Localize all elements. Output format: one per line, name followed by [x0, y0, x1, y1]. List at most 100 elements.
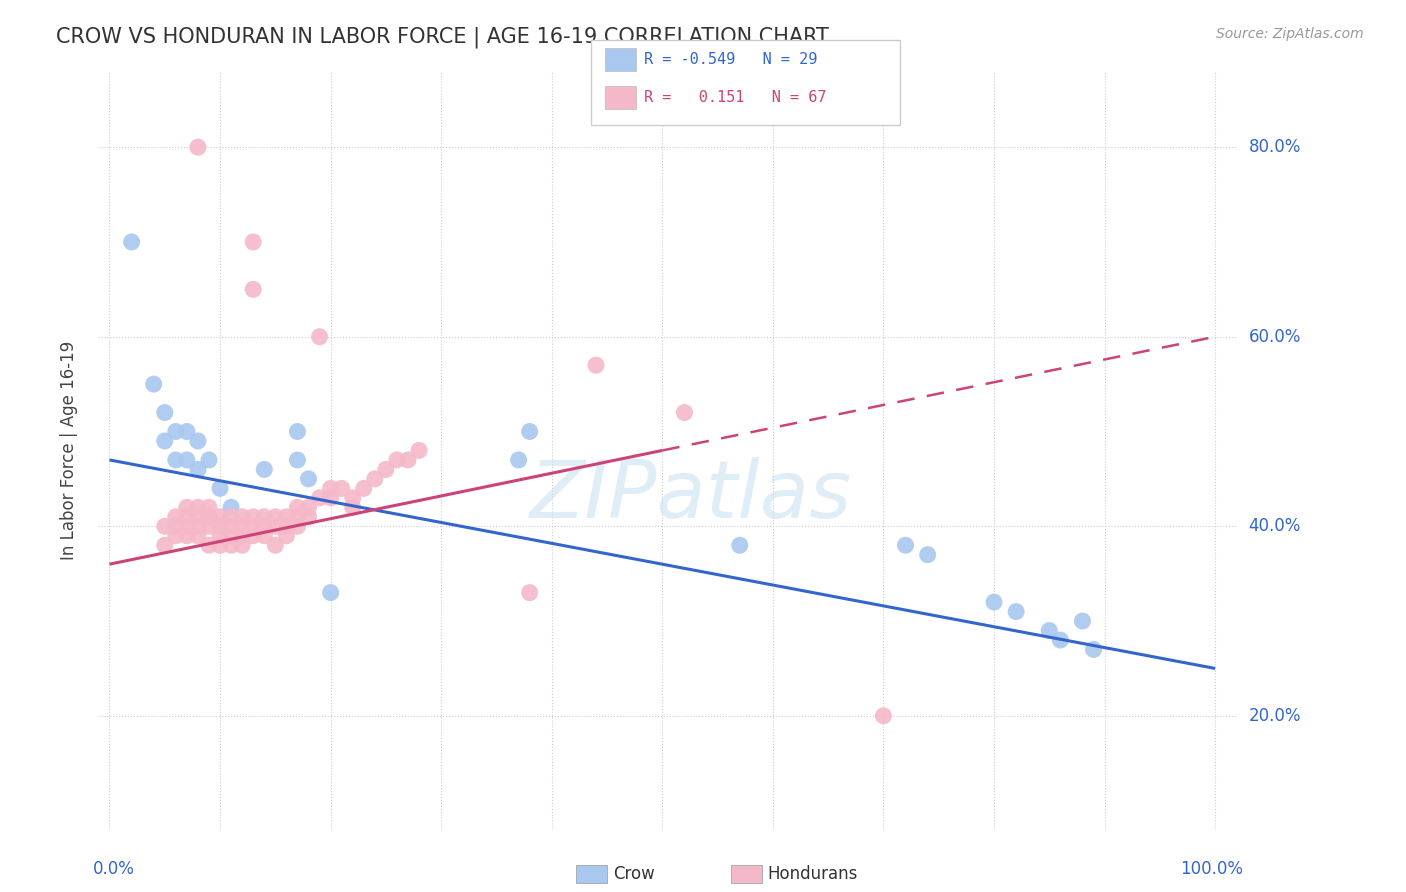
Point [219, 529, 242, 543]
Point [242, 282, 264, 296]
Point [242, 529, 264, 543]
Point [165, 453, 187, 467]
Point [153, 434, 176, 448]
Point [253, 519, 276, 533]
Point [519, 425, 541, 439]
Point [408, 443, 430, 458]
Point [198, 519, 221, 533]
Point [1071, 614, 1094, 628]
Text: 80.0%: 80.0% [1249, 138, 1301, 156]
Point [342, 491, 364, 505]
Point [198, 509, 221, 524]
Point [894, 538, 917, 552]
Point [319, 491, 342, 505]
Text: R =   0.151   N = 67: R = 0.151 N = 67 [644, 90, 827, 104]
Point [264, 519, 287, 533]
Point [297, 472, 319, 486]
Text: Source: ZipAtlas.com: Source: ZipAtlas.com [1216, 27, 1364, 41]
Point [287, 425, 309, 439]
Text: Crow: Crow [613, 865, 655, 883]
Point [396, 453, 419, 467]
Point [231, 529, 253, 543]
Point [242, 519, 264, 533]
Point [264, 509, 287, 524]
Point [198, 538, 221, 552]
Text: 0.0%: 0.0% [93, 860, 135, 878]
Text: R = -0.549   N = 29: R = -0.549 N = 29 [644, 53, 817, 67]
Point [585, 358, 607, 372]
Point [287, 509, 309, 524]
Point [308, 330, 330, 344]
Point [165, 529, 187, 543]
Point [165, 519, 187, 533]
Point [297, 500, 319, 515]
Point [308, 491, 330, 505]
Point [187, 462, 209, 476]
Point [330, 482, 353, 496]
Point [198, 453, 221, 467]
Point [1049, 633, 1071, 648]
Text: ZIPatlas: ZIPatlas [530, 457, 852, 535]
Point [187, 519, 209, 533]
Point [176, 500, 198, 515]
Point [519, 585, 541, 599]
Point [209, 519, 232, 533]
Point [209, 509, 232, 524]
Point [342, 500, 364, 515]
Point [209, 482, 232, 496]
Point [219, 538, 242, 552]
Point [219, 519, 242, 533]
Point [253, 509, 276, 524]
Point [176, 453, 198, 467]
Point [153, 538, 176, 552]
Point [872, 708, 894, 723]
Point [153, 519, 176, 533]
Text: 20.0%: 20.0% [1249, 706, 1301, 725]
Text: 40.0%: 40.0% [1249, 517, 1301, 535]
Point [187, 500, 209, 515]
Point [287, 453, 309, 467]
Y-axis label: In Labor Force | Age 16-19: In Labor Force | Age 16-19 [59, 341, 77, 560]
Point [264, 538, 287, 552]
Point [176, 425, 198, 439]
Point [297, 509, 319, 524]
Point [142, 377, 165, 392]
Point [287, 500, 309, 515]
Point [176, 529, 198, 543]
Point [728, 538, 751, 552]
Point [983, 595, 1005, 609]
Point [385, 453, 408, 467]
Point [187, 529, 209, 543]
Text: 100.0%: 100.0% [1180, 860, 1243, 878]
Point [242, 509, 264, 524]
Text: CROW VS HONDURAN IN LABOR FORCE | AGE 16-19 CORRELATION CHART: CROW VS HONDURAN IN LABOR FORCE | AGE 16… [56, 27, 830, 48]
Point [231, 519, 253, 533]
Point [319, 585, 342, 599]
Point [187, 509, 209, 524]
Point [353, 482, 375, 496]
Point [231, 538, 253, 552]
Text: Hondurans: Hondurans [768, 865, 858, 883]
Point [508, 453, 530, 467]
Point [219, 509, 242, 524]
Point [276, 509, 298, 524]
Point [673, 405, 696, 420]
Point [276, 529, 298, 543]
Point [176, 519, 198, 533]
Text: 60.0%: 60.0% [1249, 327, 1301, 346]
Point [364, 472, 387, 486]
Point [253, 462, 276, 476]
Point [165, 425, 187, 439]
Point [153, 405, 176, 420]
Point [209, 538, 232, 552]
Point [253, 529, 276, 543]
Point [917, 548, 939, 562]
Point [1005, 605, 1028, 619]
Point [1038, 624, 1060, 638]
Point [242, 235, 264, 249]
Point [187, 434, 209, 448]
Point [231, 509, 253, 524]
Point [219, 500, 242, 515]
Point [198, 509, 221, 524]
Point [176, 509, 198, 524]
